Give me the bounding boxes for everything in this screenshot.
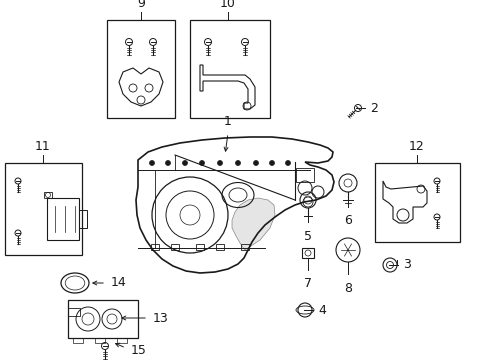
Text: 12: 12: [408, 140, 424, 153]
Circle shape: [165, 161, 170, 166]
Bar: [44, 192, 52, 198]
Bar: [117, 338, 127, 343]
Polygon shape: [231, 198, 274, 250]
Bar: [374, 163, 459, 242]
Text: 10: 10: [220, 0, 235, 10]
Text: 13: 13: [153, 311, 168, 324]
Bar: [68, 308, 80, 316]
Text: 11: 11: [35, 140, 51, 153]
Circle shape: [253, 161, 258, 166]
Bar: [47, 198, 79, 240]
Text: 14: 14: [111, 276, 126, 289]
Bar: [68, 300, 138, 338]
Circle shape: [285, 161, 290, 166]
Bar: [151, 244, 159, 250]
Bar: [171, 244, 179, 250]
Bar: [295, 168, 313, 182]
Text: 1: 1: [224, 115, 231, 128]
Bar: [241, 244, 248, 250]
Circle shape: [217, 161, 222, 166]
Text: 2: 2: [369, 102, 377, 114]
Bar: [196, 244, 203, 250]
Text: 6: 6: [344, 214, 351, 227]
Circle shape: [182, 161, 187, 166]
Text: 8: 8: [343, 282, 351, 295]
Bar: [302, 248, 313, 258]
Bar: [216, 244, 224, 250]
Circle shape: [149, 161, 154, 166]
Bar: [95, 338, 105, 343]
Text: 7: 7: [304, 277, 311, 290]
Text: 4: 4: [317, 303, 325, 316]
Text: 15: 15: [131, 343, 146, 356]
Bar: [107, 20, 175, 118]
Text: 9: 9: [137, 0, 144, 10]
Circle shape: [269, 161, 274, 166]
Text: 3: 3: [402, 258, 410, 271]
Bar: [79, 210, 87, 228]
Bar: [5, 163, 82, 255]
Circle shape: [235, 161, 240, 166]
Circle shape: [199, 161, 204, 166]
Bar: [73, 338, 83, 343]
Text: 5: 5: [304, 230, 311, 243]
Bar: [190, 20, 269, 118]
